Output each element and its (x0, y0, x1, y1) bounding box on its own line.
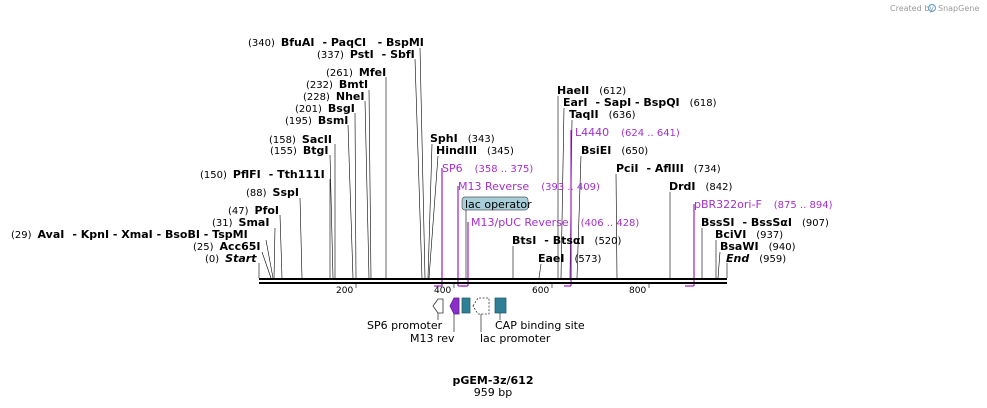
site-bcivi[interactable]: BciVI (937) (715, 228, 783, 241)
site-bsgi[interactable]: (201) BsgI (295, 102, 355, 115)
lac-operator-label: lac operator (465, 198, 532, 211)
site-eari[interactable]: EarI - SapI - BspQI (618) (563, 96, 717, 109)
site-taqii[interactable]: TaqII (636) (569, 108, 636, 121)
credit-brand: SnapGene (938, 4, 979, 13)
primer-labels: SP6 (358 .. 375) M13 Reverse (393 .. 409) … (442, 126, 833, 229)
sp6-promoter-arrow[interactable] (432, 298, 444, 314)
site-start[interactable]: (0) Start (205, 252, 257, 265)
site-acc65i[interactable]: (25) Acc65I (193, 240, 261, 253)
tick-200: 200 (336, 286, 353, 296)
backbone-bottom-strand (259, 282, 727, 284)
cap-binding-site-block[interactable] (494, 297, 507, 314)
site-hindiii[interactable]: HindIII (345) (436, 144, 514, 157)
m13-rev-primer-arrow[interactable] (449, 297, 460, 315)
lac-operator-box[interactable] (461, 196, 529, 211)
site-mfei[interactable]: (261) MfeI (326, 66, 386, 79)
plasmid-name: pGEM-3z/612 (453, 374, 534, 387)
primer-l4440[interactable]: L4440 (624 .. 641) (575, 126, 680, 139)
site-smai[interactable]: (31) SmaI (212, 216, 269, 229)
primer-pbr322ori-f[interactable]: pBR322ori-F (875 .. 894) (694, 198, 833, 211)
site-pflfi[interactable]: (150) PflFI - Tth111I (200, 168, 325, 181)
tick-800: 800 (629, 286, 646, 296)
feature-track (432, 297, 507, 332)
snapgene-logo-icon (927, 3, 937, 13)
site-bsiei[interactable]: BsiEI (650) (581, 144, 648, 157)
tick-600: 600 (532, 286, 549, 296)
site-sphi[interactable]: SphI (343) (430, 132, 495, 145)
enzyme-sites-right: HaeII (612) EarI - SapI - BspQI (618) TaqII… (512, 84, 829, 265)
tick-400: 400 (434, 286, 451, 296)
axis-ticks: 200 400 600 800 (336, 284, 650, 296)
primer-lines (434, 130, 695, 287)
feature-sp6-promoter: SP6 promoter (367, 319, 443, 332)
site-end[interactable]: End (959) (726, 252, 786, 265)
primer-m13-reverse[interactable]: M13 Reverse (393 .. 409) (458, 180, 600, 193)
site-nhei[interactable]: (228) NheI (303, 90, 364, 103)
primer-m13-puc-reverse[interactable]: M13/pUC Reverse (406 .. 428) (471, 216, 639, 229)
site-btsi[interactable]: BtsI - BtsαI (520) (512, 234, 622, 247)
site-sspi[interactable]: (88) SspI (246, 186, 299, 199)
site-bfuai[interactable]: (340) BfuAI - PaqCI - BspMI (248, 36, 424, 49)
site-avai[interactable]: (29) AvaI - KpnI - XmaI - BsoBI - TspMI (11, 228, 248, 241)
plasmid-length: 959 bp (474, 386, 512, 399)
site-pcii[interactable]: PciI - AflIII (734) (616, 162, 721, 175)
feature-cap-binding-site: CAP binding site (495, 319, 585, 332)
site-eaei[interactable]: EaeI (573) (538, 252, 601, 265)
site-pfoi[interactable]: (47) PfoI (228, 204, 279, 217)
site-bsmi[interactable]: (195) BsmI (285, 114, 348, 127)
site-btgi[interactable]: (155) BtgI (270, 144, 329, 157)
enzyme-sites-left: (340) BfuAI - PaqCI - BspMI (337) PstI - Sbf… (11, 36, 424, 265)
enzyme-sites-mid: SphI (343) HindIII (345) (430, 132, 514, 157)
site-bsssi[interactable]: BssSI - BssSαI (907) (701, 216, 829, 229)
lac-operator-block[interactable] (461, 297, 471, 314)
site-sacii[interactable]: (158) SacII (269, 133, 332, 146)
credit-prefix: Created by (890, 4, 934, 13)
site-drdi[interactable]: DrdI (842) (669, 180, 733, 193)
site-bsawi[interactable]: BsaWI (940) (720, 240, 796, 253)
site-haeii[interactable]: HaeII (612) (557, 84, 626, 97)
backbone-top-strand (259, 278, 727, 280)
lac-promoter-arrow[interactable] (472, 297, 490, 315)
feature-m13-rev: M13 rev (410, 332, 455, 345)
primer-sp6[interactable]: SP6 (358 .. 375) (442, 162, 533, 175)
site-psti[interactable]: (337) PstI - SbfI (317, 48, 415, 61)
site-bmti[interactable]: (232) BmtI (306, 78, 368, 91)
feature-lac-promoter: lac promoter (480, 332, 551, 345)
